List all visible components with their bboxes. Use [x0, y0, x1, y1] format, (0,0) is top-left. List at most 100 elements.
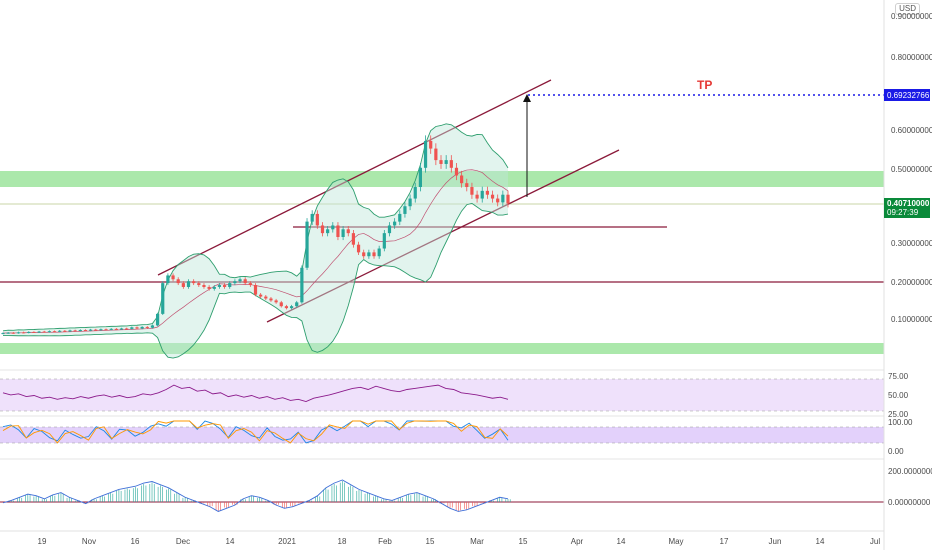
tp-price-tag: [884, 89, 930, 101]
candle-body: [119, 328, 124, 330]
candle-body: [310, 213, 314, 222]
price-tick: 0.60000000: [891, 126, 932, 135]
current-price-value: 0.40710000: [887, 199, 930, 208]
candle-body: [398, 213, 402, 222]
candle-body: [161, 283, 165, 314]
candle-body: [197, 283, 201, 286]
time-tick: 14: [816, 537, 825, 546]
candle-body: [336, 225, 340, 237]
candle-body: [63, 330, 67, 332]
candle-body: [377, 248, 381, 257]
candle-body: [99, 329, 103, 331]
candle-body: [331, 225, 335, 230]
candle-body: [506, 194, 510, 204]
time-tick: Jun: [769, 537, 782, 546]
candle-body: [217, 285, 222, 287]
stoch-tick: 100.00: [888, 418, 913, 427]
candle-body: [289, 306, 294, 309]
candle-body: [393, 221, 397, 226]
candle-body: [413, 187, 417, 199]
time-tick: 15: [519, 537, 528, 546]
candle-body: [166, 275, 170, 284]
time-tick: Jul: [870, 537, 880, 546]
candle-body: [16, 332, 21, 334]
candle-body: [429, 140, 433, 149]
channel-lower-line[interactable]: [266, 149, 620, 323]
channel-upper-line[interactable]: [157, 79, 552, 276]
candle-body: [423, 140, 428, 168]
candle-body: [125, 328, 129, 330]
current-price-tag: [884, 198, 930, 218]
macd-tick: 0.00000000: [888, 498, 931, 507]
stoch-tick: 0.00: [888, 447, 904, 456]
rsi-tick: 25.00: [888, 410, 909, 419]
rsi-tick: 50.00: [888, 391, 909, 400]
arrow-head-icon: [523, 94, 531, 102]
candle-body: [109, 328, 113, 330]
price-tick: 0.20000000: [891, 278, 932, 287]
candle-body: [434, 148, 438, 161]
time-tick: 16: [131, 537, 140, 546]
candle-body: [269, 298, 273, 301]
candle-body: [449, 160, 453, 168]
macd-tick: 200.00000000: [888, 467, 932, 476]
time-axis[interactable]: 19 Nov 16 Dec 14 2021 18 Feb 15 Mar 15 Apr 14 May 17 Ju…: [38, 537, 881, 546]
candle-body: [300, 267, 304, 303]
candle-body: [259, 294, 263, 297]
price-candles: [1, 135, 510, 335]
time-tick: 15: [426, 537, 435, 546]
candle-body: [207, 286, 211, 289]
candle-body: [176, 279, 180, 284]
countdown-timer: 09:27:39: [887, 208, 919, 217]
candle-body: [68, 330, 72, 332]
tp-label: TP: [697, 78, 712, 92]
candle-body: [387, 225, 392, 234]
candle-body: [181, 283, 185, 287]
candle-body: [228, 283, 232, 287]
candle-body: [104, 329, 108, 331]
candle-body: [114, 328, 118, 330]
time-tick: May: [668, 537, 683, 546]
time-tick: 2021: [278, 537, 296, 546]
candle-body: [32, 331, 36, 333]
bollinger-bands: [2, 123, 509, 359]
support-zone-lower: [0, 343, 884, 354]
stoch-d-line: [2, 420, 509, 444]
candle-body: [52, 331, 57, 333]
candle-body: [145, 326, 149, 328]
candle-body: [11, 332, 15, 334]
candle-body: [94, 329, 98, 331]
candle-body: [238, 279, 242, 282]
time-tick: Mar: [470, 537, 484, 546]
candle-body: [47, 331, 51, 333]
candle-body: [485, 190, 489, 195]
candle-body: [460, 175, 464, 184]
candle-body: [6, 332, 10, 334]
candle-body: [305, 221, 309, 268]
stoch-band: [0, 427, 884, 443]
candle-body: [222, 285, 227, 287]
time-tick: 14: [226, 537, 235, 546]
bollinger-fill: [3, 123, 508, 359]
candle-body: [326, 229, 330, 234]
time-tick: Nov: [82, 537, 96, 546]
price-tick: 0.90000000: [891, 12, 932, 21]
candle-body: [362, 252, 366, 257]
candle-body: [186, 281, 191, 287]
candle-body: [408, 198, 412, 207]
time-tick: Dec: [176, 537, 190, 546]
candle-body: [73, 330, 77, 332]
candle-body: [496, 198, 500, 203]
candle-body: [295, 302, 299, 307]
candle-body: [274, 300, 278, 303]
rsi-line: [2, 384, 509, 402]
candle-body: [253, 285, 258, 295]
candle-body: [372, 252, 376, 257]
candle-body: [465, 183, 469, 188]
price-tick: 0.10000000: [891, 315, 932, 324]
candle-body: [315, 213, 319, 226]
candle-body: [212, 286, 216, 289]
candle-body: [22, 332, 26, 334]
rsi-tick: 75.00: [888, 372, 909, 381]
